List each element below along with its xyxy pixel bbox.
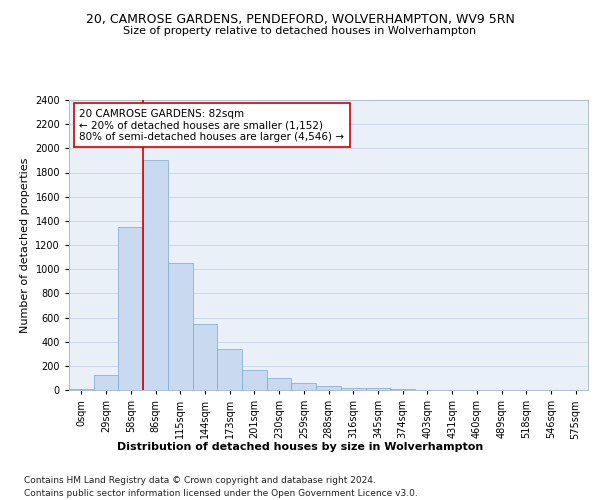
Bar <box>267 378 292 390</box>
Text: 20 CAMROSE GARDENS: 82sqm
← 20% of detached houses are smaller (1,152)
80% of se: 20 CAMROSE GARDENS: 82sqm ← 20% of detac… <box>79 108 344 142</box>
Text: Contains HM Land Registry data © Crown copyright and database right 2024.: Contains HM Land Registry data © Crown c… <box>24 476 376 485</box>
Text: 20, CAMROSE GARDENS, PENDEFORD, WOLVERHAMPTON, WV9 5RN: 20, CAMROSE GARDENS, PENDEFORD, WOLVERHA… <box>86 12 514 26</box>
Text: Contains public sector information licensed under the Open Government Licence v3: Contains public sector information licen… <box>24 489 418 498</box>
Bar <box>316 386 341 390</box>
Bar <box>118 227 143 390</box>
Bar <box>94 375 118 390</box>
Text: Size of property relative to detached houses in Wolverhampton: Size of property relative to detached ho… <box>124 26 476 36</box>
Bar <box>292 384 316 390</box>
Bar <box>193 324 217 390</box>
Text: Distribution of detached houses by size in Wolverhampton: Distribution of detached houses by size … <box>117 442 483 452</box>
Bar <box>341 388 365 390</box>
Bar <box>365 388 390 390</box>
Bar <box>242 370 267 390</box>
Bar <box>168 263 193 390</box>
Bar <box>143 160 168 390</box>
Bar <box>69 389 94 390</box>
Y-axis label: Number of detached properties: Number of detached properties <box>20 158 29 332</box>
Bar <box>217 349 242 390</box>
